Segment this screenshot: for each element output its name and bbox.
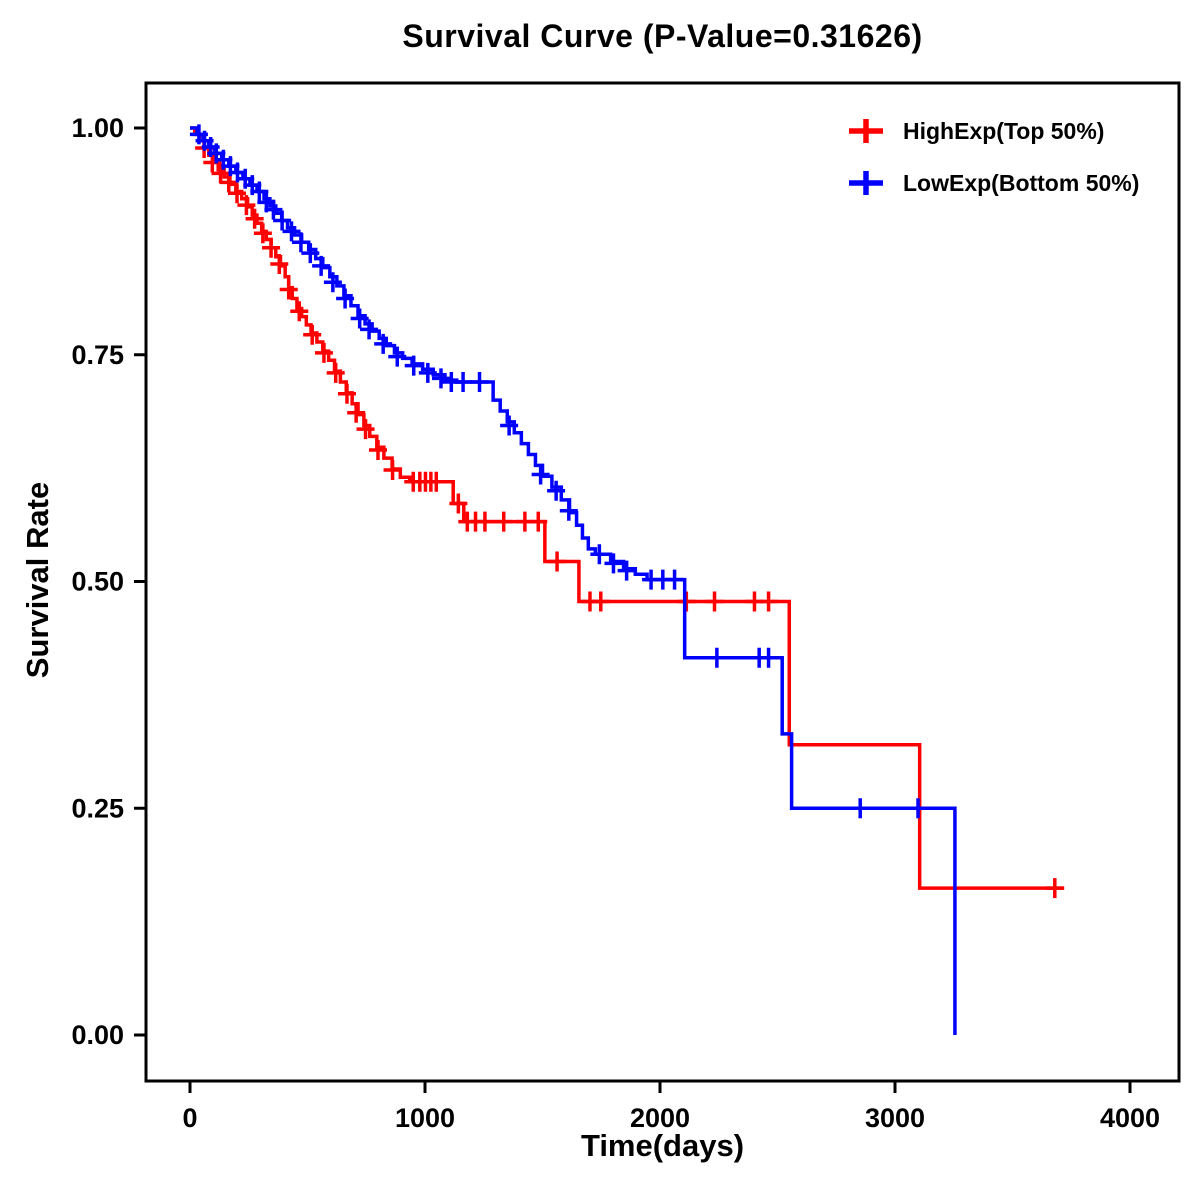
censor-mark <box>369 439 387 460</box>
censor-mark <box>475 511 494 532</box>
highexp-plus-icon <box>849 119 883 143</box>
censor-mark <box>323 272 342 293</box>
censor-mark <box>591 591 610 612</box>
censor-mark <box>500 415 519 436</box>
y-axis-label: Survival Rate <box>20 481 55 679</box>
survival-step-curve <box>190 126 1065 890</box>
censor-mark <box>705 591 724 612</box>
legend-row-lowexp: LowExp(Bottom 50%) <box>845 168 1139 198</box>
censor-mark <box>303 324 322 345</box>
svg-text:2000: 2000 <box>630 1103 690 1133</box>
censor-mark <box>228 183 246 204</box>
censor-mark <box>350 308 369 329</box>
survival-step-curve <box>190 126 957 1035</box>
censor-mark <box>264 199 283 220</box>
censor-mark <box>427 471 446 492</box>
censor-mark <box>454 371 473 392</box>
censor-mark <box>1045 878 1064 899</box>
censor-mark <box>282 221 301 242</box>
censor-mark <box>548 551 567 572</box>
censor-mark <box>270 254 289 275</box>
censor-mark <box>707 647 726 668</box>
svg-text:4000: 4000 <box>1100 1103 1160 1133</box>
censor-mark <box>211 163 230 184</box>
x-axis-label: Time(days) <box>580 1128 745 1163</box>
censor-mark <box>312 255 331 276</box>
censor-mark <box>383 459 402 480</box>
censor-mark <box>449 493 468 514</box>
censor-mark <box>237 195 256 216</box>
svg-text:1000: 1000 <box>395 1103 455 1133</box>
censor-mark <box>290 301 309 322</box>
censor-mark <box>347 402 366 423</box>
censor-mark <box>245 208 264 229</box>
censor-mark <box>356 419 375 440</box>
svg-text:3000: 3000 <box>865 1103 925 1133</box>
legend-label-highexp: HighExp(Top 50%) <box>903 117 1105 144</box>
censor-mark <box>590 544 609 565</box>
censor-mark <box>531 464 550 485</box>
censor-mark <box>273 210 292 231</box>
svg-text:0.25: 0.25 <box>71 793 124 823</box>
svg-text:0.50: 0.50 <box>71 567 124 597</box>
censor-mark <box>909 798 928 819</box>
censor-mark <box>494 511 513 532</box>
chart-title: Survival Curve (P-Value=0.31626) <box>402 18 923 54</box>
censor-mark <box>759 591 778 612</box>
censor-mark <box>301 243 320 264</box>
censor-mark <box>262 237 281 258</box>
censor-mark <box>314 342 333 363</box>
censor-mark <box>418 362 437 383</box>
censor-mark <box>374 333 393 354</box>
censor-mark <box>851 798 870 819</box>
censor-mark <box>665 569 684 590</box>
censor-mark <box>404 355 423 376</box>
censor-mark <box>291 232 310 253</box>
censor-mark <box>253 223 272 244</box>
censor-mark <box>529 511 548 532</box>
legend-row-highexp: HighExp(Top 50%) <box>845 116 1139 146</box>
censor-mark <box>547 480 566 501</box>
censor-mark <box>326 362 345 383</box>
lowexp-plus-icon <box>849 171 883 195</box>
censor-mark <box>336 288 355 309</box>
censor-mark <box>431 368 450 389</box>
censor-mark <box>559 500 578 521</box>
svg-text:0: 0 <box>182 1103 197 1133</box>
censor-mark <box>360 319 379 340</box>
censor-mark <box>759 647 778 668</box>
svg-text:0.00: 0.00 <box>71 1020 124 1050</box>
censor-mark <box>617 560 636 581</box>
censor-mark <box>470 371 489 392</box>
censor-mark <box>604 553 623 574</box>
censor-mark <box>388 346 407 367</box>
svg-text:0.75: 0.75 <box>71 340 124 370</box>
legend: HighExp(Top 50%) LowExp(Bottom 50%) <box>845 116 1139 198</box>
censor-mark <box>250 181 269 202</box>
svg-text:1.00: 1.00 <box>71 113 124 143</box>
legend-label-lowexp: LowExp(Bottom 50%) <box>903 169 1140 196</box>
censor-mark <box>279 279 298 300</box>
censor-mark <box>337 383 356 404</box>
